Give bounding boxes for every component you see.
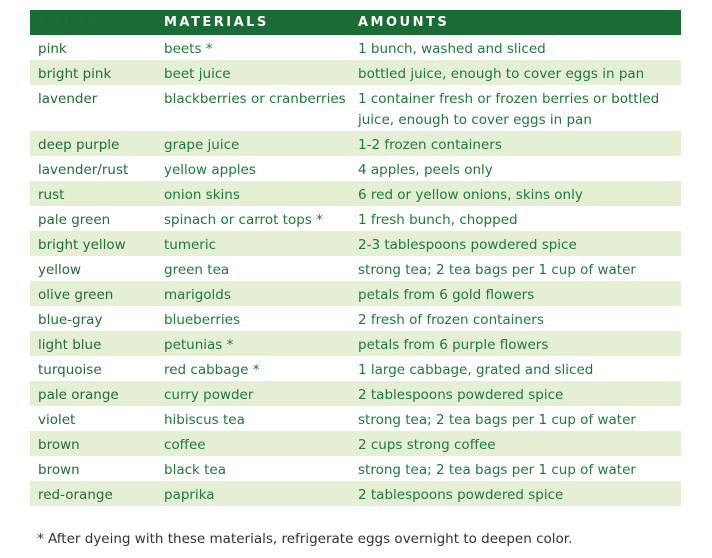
color-cell: rust bbox=[38, 187, 65, 203]
table-header: COLOR MATERIALS AMOUNTS bbox=[30, 10, 681, 35]
color-cell: bright pink bbox=[38, 66, 112, 82]
materials-cell: onion skins bbox=[164, 187, 240, 203]
table-row: lavender blackberries or cranberries 1 con… bbox=[30, 85, 681, 131]
amounts-cell: petals from 6 purple flowers bbox=[358, 337, 549, 353]
color-cell: olive green bbox=[38, 287, 114, 303]
amounts-cell: 1 bunch, washed and sliced bbox=[358, 41, 546, 57]
amounts-cell: strong tea; 2 tea bags per 1 cup of wate… bbox=[358, 462, 636, 478]
table-row: brown black tea strong tea; 2 tea bags per… bbox=[30, 456, 681, 481]
table-row: pale green spinach or carrot tops * 1 fres… bbox=[30, 206, 681, 231]
table-row: lavender/rust yellow apples 4 apples, peel… bbox=[30, 156, 681, 181]
table-row: violet hibiscus tea strong tea; 2 tea bags… bbox=[30, 406, 681, 431]
color-cell: red-orange bbox=[38, 487, 113, 503]
materials-cell: tumeric bbox=[164, 237, 217, 253]
amounts-cell: 6 red or yellow onions, skins only bbox=[358, 187, 583, 203]
table-row: pale orange curry powder 2 tablespoons pow… bbox=[30, 381, 681, 406]
color-cell: lavender bbox=[38, 91, 98, 107]
materials-cell: green tea bbox=[164, 262, 230, 278]
amounts-cell: 2 tablespoons powdered spice bbox=[358, 487, 564, 503]
footnote: * After dyeing with these materials, ref… bbox=[37, 531, 573, 547]
table-row: deep purple grape juice 1-2 frozen contain… bbox=[30, 131, 681, 156]
table-row: bright yellow tumeric 2-3 tablespoons powd… bbox=[30, 231, 681, 256]
table-row: olive green marigolds petals from 6 gold f… bbox=[30, 281, 681, 306]
color-cell: pink bbox=[38, 41, 67, 57]
materials-cell: yellow apples bbox=[164, 162, 256, 178]
amounts-cell: bottled juice, enough to cover eggs in p… bbox=[358, 66, 645, 82]
materials-cell: blueberries bbox=[164, 312, 241, 328]
materials-cell: grape juice bbox=[164, 137, 240, 153]
materials-cell: spinach or carrot tops * bbox=[164, 212, 323, 228]
table-row: bright pink beet juice bottled juice, enou… bbox=[30, 60, 681, 85]
materials-cell: blackberries or cranberries bbox=[164, 91, 346, 107]
color-cell: pale green bbox=[38, 212, 111, 228]
color-cell: pale orange bbox=[38, 387, 119, 403]
color-cell: violet bbox=[38, 412, 76, 428]
amounts-cell: 1-2 frozen containers bbox=[358, 137, 502, 153]
materials-cell: beets * bbox=[164, 41, 213, 57]
materials-cell: black tea bbox=[164, 462, 226, 478]
color-cell: light blue bbox=[38, 337, 102, 353]
color-cell: deep purple bbox=[38, 137, 120, 153]
amounts-cell: 4 apples, peels only bbox=[358, 162, 493, 178]
color-cell: brown bbox=[38, 437, 80, 453]
amounts-cell: 2-3 tablespoons powdered spice bbox=[358, 237, 577, 253]
color-cell: yellow bbox=[38, 262, 82, 278]
table-row: brown coffee 2 cups strong coffee bbox=[30, 431, 681, 456]
table-body: pink beets * 1 bunch, washed and sliced bri… bbox=[30, 35, 681, 506]
materials-cell: petunias * bbox=[164, 337, 234, 353]
amounts-cell: 1 large cabbage, grated and sliced bbox=[358, 362, 594, 378]
amounts-cell: petals from 6 gold flowers bbox=[358, 287, 535, 303]
amounts-cell: strong tea; 2 tea bags per 1 cup of wate… bbox=[358, 412, 636, 428]
materials-cell: hibiscus tea bbox=[164, 412, 245, 428]
header-amounts: AMOUNTS bbox=[358, 15, 450, 30]
header-materials: MATERIALS bbox=[164, 15, 269, 30]
materials-cell: paprika bbox=[164, 487, 215, 503]
amounts-cell: 2 cups strong coffee bbox=[358, 437, 496, 453]
header-color: COLOR bbox=[38, 15, 100, 30]
table-row: light blue petunias * petals from 6 purple… bbox=[30, 331, 681, 356]
materials-cell: coffee bbox=[164, 437, 206, 453]
materials-cell: red cabbage * bbox=[164, 362, 260, 378]
color-cell: lavender/rust bbox=[38, 162, 129, 178]
amounts-cell: 2 tablespoons powdered spice bbox=[358, 387, 564, 403]
table-row: yellow green tea strong tea; 2 tea bags pe… bbox=[30, 256, 681, 281]
color-cell: turquoise bbox=[38, 362, 102, 378]
amounts-cell: 1 fresh bunch, chopped bbox=[358, 212, 518, 228]
materials-cell: beet juice bbox=[164, 66, 231, 82]
amounts-cell: 2 fresh of frozen containers bbox=[358, 312, 544, 328]
table-row: red-orange paprika 2 tablespoons powdered … bbox=[30, 481, 681, 506]
table-row: pink beets * 1 bunch, washed and sliced bbox=[30, 35, 681, 60]
amounts-cell: strong tea; 2 tea bags per 1 cup of wate… bbox=[358, 262, 636, 278]
dye-table: COLOR MATERIALS AMOUNTS pink beets * 1 bun… bbox=[30, 10, 681, 506]
color-cell: brown bbox=[38, 462, 80, 478]
table-row: rust onion skins 6 red or yellow onions, s… bbox=[30, 181, 681, 206]
amounts-cell: 1 container fresh or frozen berries or b… bbox=[358, 91, 660, 128]
table-row: blue-gray blueberries 2 fresh of frozen co… bbox=[30, 306, 681, 331]
color-cell: blue-gray bbox=[38, 312, 103, 328]
materials-cell: curry powder bbox=[164, 387, 254, 403]
table-row: turquoise red cabbage * 1 large cabbage, g… bbox=[30, 356, 681, 381]
materials-cell: marigolds bbox=[164, 287, 231, 303]
color-cell: bright yellow bbox=[38, 237, 126, 253]
